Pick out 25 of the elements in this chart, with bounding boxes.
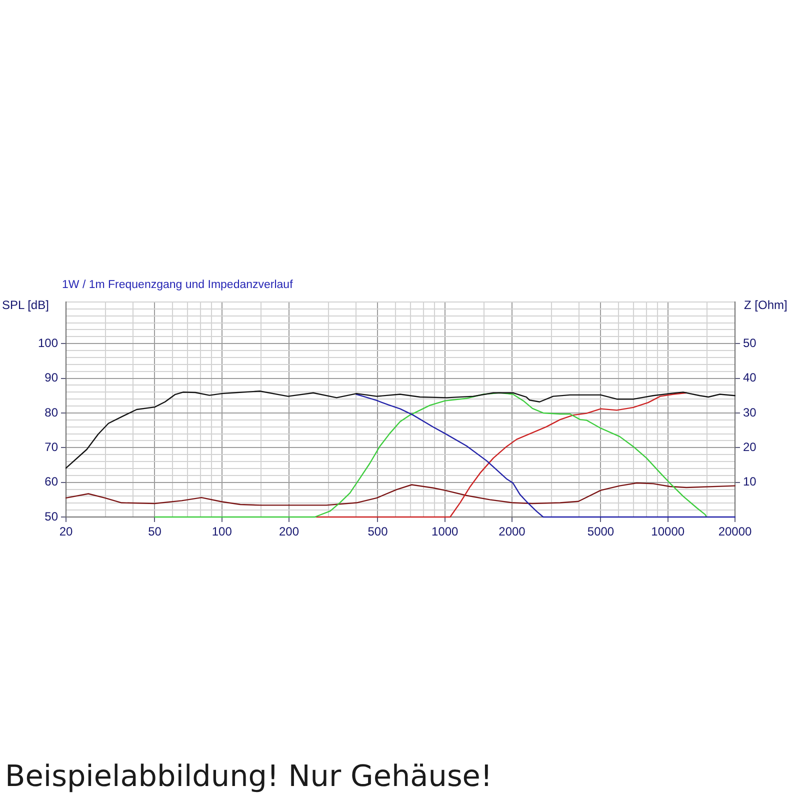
y2-tick-label: 10 xyxy=(743,474,757,489)
y2-tick-label: 50 xyxy=(743,336,757,350)
y2-tick-label: 40 xyxy=(743,370,757,385)
text: Beispielabbildung! Nur Gehäuse! xyxy=(5,759,492,794)
x-tick-label: 2000 xyxy=(498,524,526,539)
chart-subtitle: 1W / 1m Frequenzgang und Impedanzverlauf xyxy=(62,279,293,292)
y2-tick-label: 30 xyxy=(743,405,757,420)
x-tick-label: 10000 xyxy=(651,524,685,539)
x-tick-label: 200 xyxy=(278,524,300,539)
y-tick-label: 70 xyxy=(44,440,58,454)
y-axis-title: SPL [dB] xyxy=(2,298,49,313)
y-tick-label: 50 xyxy=(44,509,58,524)
y2-tick-label: 20 xyxy=(743,440,757,454)
x-tick-label: 5000 xyxy=(587,524,614,539)
y2-axis-title: Z [Ohm] xyxy=(744,298,788,313)
x-tick-label: 1000 xyxy=(432,524,459,539)
y-tick-label: 80 xyxy=(44,405,58,420)
x-tick-label: 100 xyxy=(212,524,232,539)
y-tick-label: 100 xyxy=(38,336,58,350)
x-tick-label: 50 xyxy=(148,524,162,539)
y-tick-label: 60 xyxy=(44,474,58,489)
y-tick-label: 90 xyxy=(44,370,58,385)
x-tick-label: 20 xyxy=(59,524,73,539)
x-tick-label: 500 xyxy=(368,524,388,539)
x-tick-label: 20000 xyxy=(718,524,752,539)
